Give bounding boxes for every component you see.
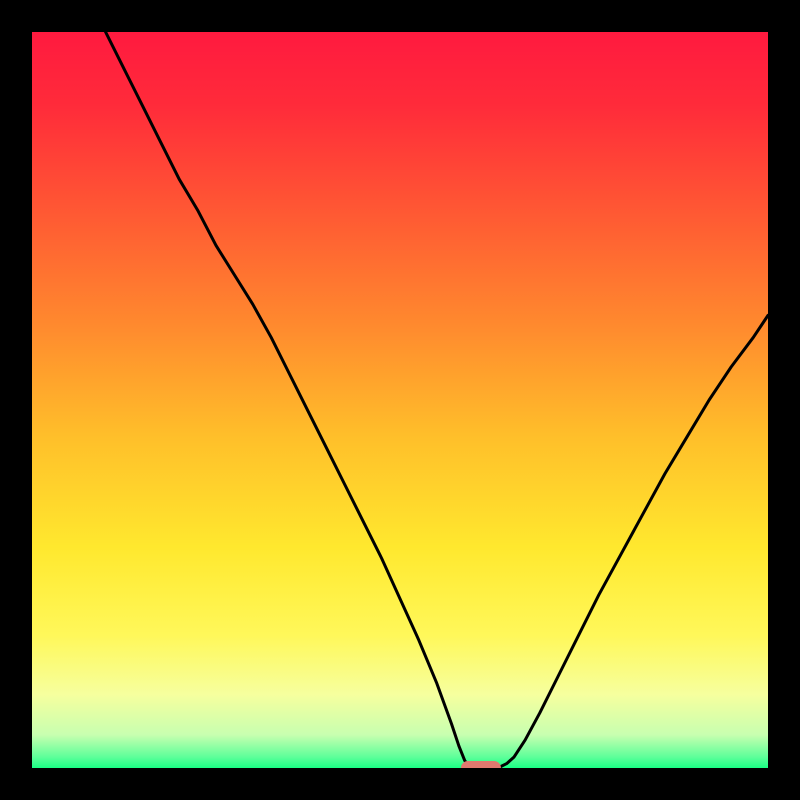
chart-container: TheBottleneck.com (0, 0, 800, 800)
plot-area (16, 16, 784, 784)
bottleneck-chart (0, 0, 800, 800)
gradient-background (32, 32, 768, 768)
